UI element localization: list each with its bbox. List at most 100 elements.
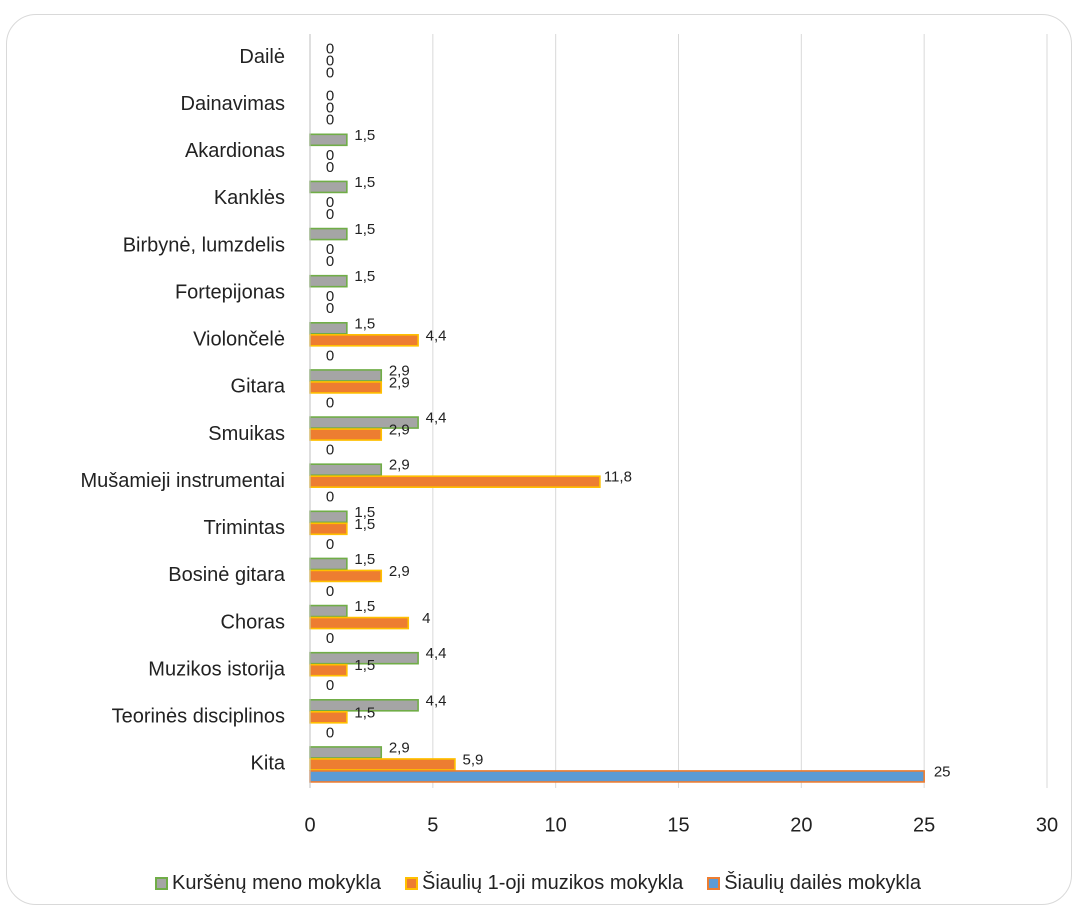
- bar: [309, 616, 410, 630]
- bar: [309, 604, 348, 618]
- category-label: Kita: [251, 753, 286, 775]
- category-label: Mušamieji instrumentai: [80, 470, 285, 492]
- data-label: 0: [326, 241, 334, 258]
- category-label: Choras: [221, 611, 285, 633]
- data-label: 0: [326, 536, 334, 553]
- data-label: 4,4: [426, 327, 447, 344]
- data-label: 2,9: [389, 362, 410, 379]
- legend-item: Šiaulių 1-oji muzikos mokykla: [405, 872, 683, 895]
- bar: [309, 463, 383, 476]
- data-label: 0: [326, 147, 334, 164]
- data-label: 0: [326, 194, 334, 211]
- bar: [309, 663, 348, 677]
- category-label: Muzikos istorija: [148, 658, 286, 680]
- data-label: 4,4: [426, 692, 447, 709]
- category-label: Dainavimas: [181, 93, 285, 115]
- category-label: Birbynė, lumzdelis: [123, 234, 285, 256]
- data-label: 1,5: [354, 315, 375, 332]
- data-label: 0: [326, 159, 334, 176]
- legend-item: Kuršėnų meno mokykla: [155, 872, 381, 895]
- data-label: 2,9: [389, 374, 410, 391]
- x-tick-label: 30: [1036, 814, 1058, 836]
- x-tick-label: 25: [913, 814, 935, 836]
- data-label: 2,9: [389, 422, 410, 439]
- category-label: Trimintas: [204, 517, 285, 539]
- legend-swatch: [405, 876, 418, 890]
- legend-swatch: [155, 876, 169, 890]
- bar: [309, 557, 348, 571]
- chart-frame: [6, 14, 1072, 905]
- data-label: 0: [326, 88, 334, 105]
- data-label: 1,5: [354, 551, 375, 568]
- data-label: 4: [422, 610, 430, 627]
- data-label: 0: [326, 394, 334, 411]
- data-label: 25: [934, 763, 951, 780]
- x-tick-label: 15: [667, 814, 689, 836]
- data-label: 1,5: [354, 598, 375, 615]
- data-label: 0: [326, 65, 334, 82]
- data-label: 0: [326, 630, 334, 647]
- bar: [309, 475, 601, 488]
- data-label: 0: [326, 112, 334, 129]
- bar: [309, 510, 348, 524]
- data-label: 1,5: [354, 504, 375, 521]
- data-label: 1,5: [354, 657, 375, 674]
- data-label: 5,9: [463, 751, 484, 768]
- bar: [309, 569, 383, 583]
- data-label: 1,5: [354, 174, 375, 191]
- bar: [309, 711, 348, 724]
- legend-label: Kuršėnų meno mokykla: [172, 871, 381, 894]
- category-label: Gitara: [231, 376, 286, 398]
- bar: [309, 274, 348, 288]
- data-label: 0: [326, 41, 334, 58]
- legend-item: Šiaulių dailės mokykla: [707, 872, 921, 895]
- legend-swatch: [707, 876, 721, 890]
- data-label: 0: [326, 206, 334, 223]
- data-label: 2,9: [389, 739, 410, 756]
- category-label: Kanklės: [214, 187, 285, 209]
- data-label: 0: [326, 489, 334, 506]
- category-label: Violončelė: [193, 329, 285, 351]
- data-label: 0: [326, 583, 334, 600]
- bar: [309, 322, 348, 335]
- bar: [309, 334, 419, 347]
- x-tick-label: 10: [545, 814, 567, 836]
- x-tick-label: 0: [304, 814, 315, 836]
- data-label: 4,4: [426, 410, 447, 427]
- data-label: 0: [326, 288, 334, 305]
- data-label: 0: [326, 677, 334, 694]
- data-label: 0: [326, 100, 334, 117]
- bar: [309, 746, 383, 759]
- data-label: 2,9: [389, 457, 410, 474]
- category-label: Bosinė gitara: [168, 564, 286, 586]
- bar: [309, 758, 456, 771]
- data-label: 0: [326, 253, 334, 270]
- category-label: Teorinės disciplinos: [112, 706, 285, 728]
- data-label: 1,5: [354, 221, 375, 238]
- legend-label: Šiaulių dailės mokykla: [724, 871, 921, 894]
- data-label: 1,5: [354, 127, 375, 144]
- data-label: 0: [326, 724, 334, 741]
- data-label: 1,5: [354, 704, 375, 721]
- bar: [309, 522, 348, 536]
- bar: [309, 180, 348, 194]
- data-label: 4,4: [426, 645, 447, 662]
- bar: [309, 428, 383, 441]
- data-label: 1,5: [354, 516, 375, 533]
- category-label: Fortepijonas: [175, 281, 285, 303]
- x-tick-label: 20: [790, 814, 812, 836]
- bar: [309, 381, 383, 394]
- bar: [309, 227, 348, 241]
- category-label: Dailė: [239, 46, 285, 68]
- data-label: 0: [326, 347, 334, 364]
- data-label: 0: [326, 53, 334, 70]
- data-label: 1,5: [354, 268, 375, 285]
- legend: Kuršėnų meno mokykla Šiaulių 1-oji muziko…: [0, 868, 1076, 898]
- data-label: 11,8: [604, 469, 632, 486]
- bar-chart: 000Dailė000Dainavimas1,500Akardionas1,50…: [80, 34, 1058, 836]
- category-label: Smuikas: [208, 423, 285, 445]
- category-label: Akardionas: [185, 140, 285, 162]
- bar: [309, 369, 383, 382]
- bar: [309, 770, 925, 783]
- bar: [309, 133, 348, 147]
